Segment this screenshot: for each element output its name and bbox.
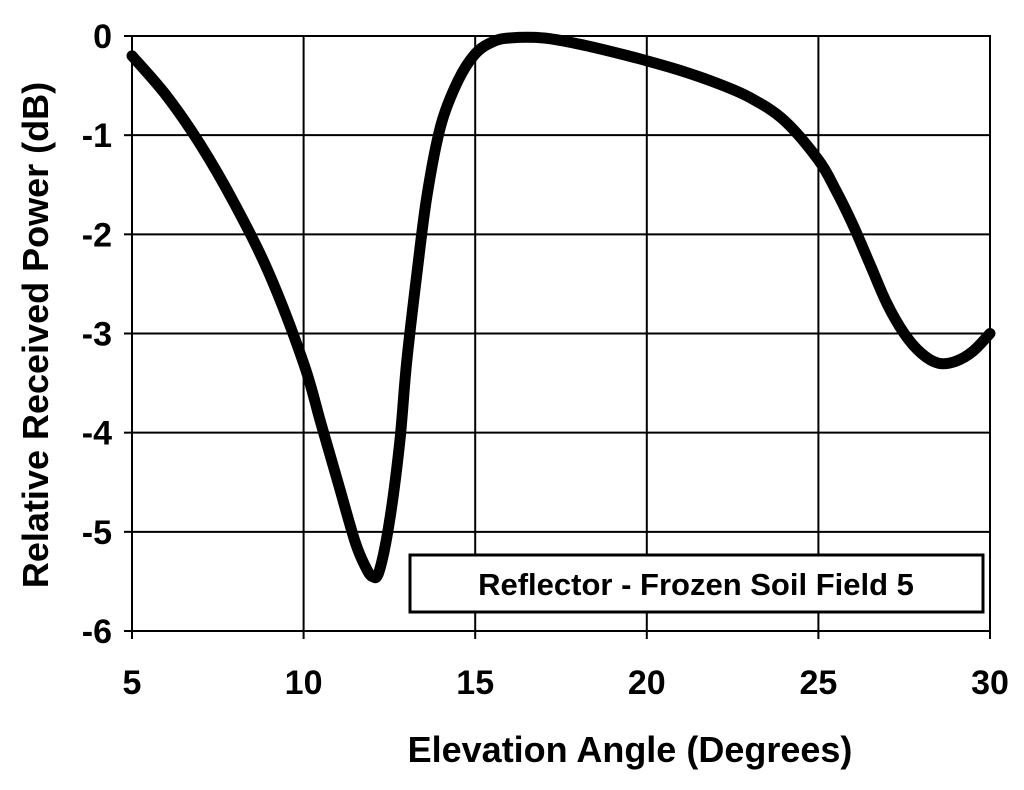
x-tick-label: 25: [799, 664, 837, 702]
x-tick-label: 5: [123, 664, 142, 702]
y-tick-label: -1: [82, 117, 112, 155]
x-axis-label: Elevation Angle (Degrees): [408, 729, 853, 770]
x-tick-label: 20: [628, 664, 666, 702]
y-tick-label: -5: [82, 514, 112, 552]
y-tick-label: -6: [82, 613, 112, 651]
x-tick-label: 30: [971, 664, 1009, 702]
y-axis-label: Relative Received Power (dB): [15, 82, 56, 588]
series-line: [126, 31, 996, 584]
y-tick-label: -4: [82, 415, 112, 453]
x-tick-label: 15: [456, 664, 494, 702]
annotation-label: Reflector - Frozen Soil Field 5: [478, 567, 914, 602]
x-tick-label: 10: [285, 664, 323, 702]
y-tick-label: -3: [82, 316, 112, 354]
y-tick-label: -2: [82, 216, 112, 254]
annotation: Reflector - Frozen Soil Field 5: [408, 553, 985, 614]
series-layer: [126, 31, 996, 584]
y-tick-label: 0: [93, 18, 112, 56]
grid: [131, 35, 991, 632]
annotation-box: [408, 553, 985, 614]
